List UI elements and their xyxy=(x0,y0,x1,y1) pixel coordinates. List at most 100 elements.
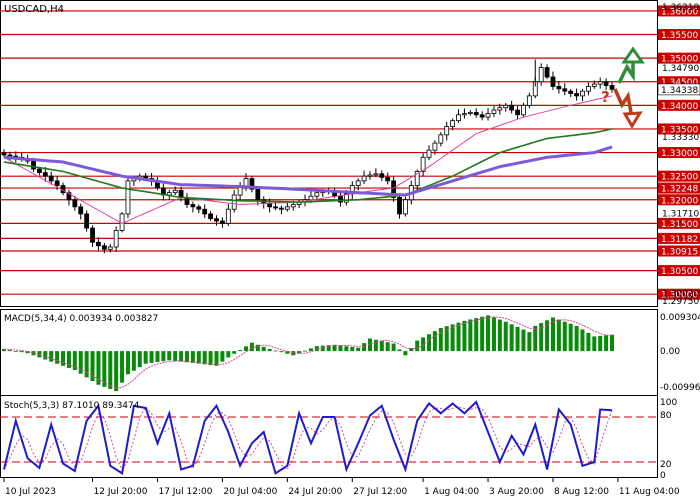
price-candle xyxy=(503,104,509,109)
macd-bar xyxy=(49,351,54,362)
level-label: 1.31182 xyxy=(661,235,698,245)
macd-bar xyxy=(2,349,6,352)
symbol-label: USDCAD,H4 xyxy=(4,4,64,15)
current-price-box xyxy=(657,83,700,96)
macd-bar xyxy=(545,320,550,352)
macd-bar xyxy=(143,351,148,364)
price-candle xyxy=(580,90,585,97)
price-candle xyxy=(314,192,320,197)
level-label-box xyxy=(658,217,700,229)
macd-bar xyxy=(184,351,189,363)
price-candle xyxy=(544,67,550,78)
price-candle xyxy=(42,172,48,177)
macd-bar xyxy=(509,324,514,352)
level-label: 1.34000 xyxy=(661,102,698,112)
price-candle xyxy=(432,142,438,151)
macd-bar xyxy=(167,351,172,361)
price-candle xyxy=(231,194,237,210)
price-candle xyxy=(609,85,615,90)
macd-bar xyxy=(232,351,237,354)
price-candle xyxy=(172,189,178,194)
macd-bar xyxy=(55,351,60,364)
macd-bar xyxy=(580,329,585,352)
macd-bar xyxy=(37,351,42,358)
price-candle xyxy=(255,188,261,201)
macd-bar xyxy=(25,351,30,354)
macd-bar xyxy=(326,345,331,352)
level-label: 1.32000 xyxy=(661,196,698,206)
price-candle xyxy=(450,120,456,127)
macd-bar xyxy=(415,340,420,352)
macd-bar xyxy=(297,351,302,354)
price-candle xyxy=(72,199,78,208)
macd-bar xyxy=(261,346,266,352)
macd-axis-label: 0.00 xyxy=(660,347,680,357)
macd-bar xyxy=(379,341,384,352)
price-candle xyxy=(385,176,391,182)
macd-bar xyxy=(66,351,71,368)
macd-bar xyxy=(308,348,313,352)
macd-bar xyxy=(527,332,532,352)
x-tick-label: 10 Jul 2023 xyxy=(5,487,56,497)
price-candle xyxy=(7,154,13,157)
level-label: 1.36000 xyxy=(661,7,698,17)
macd-bar xyxy=(7,350,12,352)
macd-bar xyxy=(125,351,130,375)
macd-bar xyxy=(598,335,603,352)
price-candle xyxy=(48,175,54,182)
moving-average-line xyxy=(3,95,613,224)
macd-bar xyxy=(19,351,24,353)
macd-bar xyxy=(161,351,166,362)
macd-bar xyxy=(31,351,36,356)
price-candle xyxy=(101,245,107,250)
macd-bar xyxy=(586,332,591,352)
price-candle xyxy=(562,88,568,92)
macd-bar xyxy=(108,351,113,389)
level-label-box xyxy=(658,245,700,257)
x-tick-label: 17 Jul 12:00 xyxy=(158,487,212,497)
macd-bar xyxy=(61,351,66,366)
price-candle xyxy=(585,86,591,92)
macd-bar xyxy=(214,351,219,366)
macd-bar xyxy=(385,342,390,352)
price-candle xyxy=(178,189,184,198)
macd-bar xyxy=(533,325,538,352)
price-candle xyxy=(308,195,314,201)
macd-bar xyxy=(367,338,372,352)
level-label-box xyxy=(658,232,700,244)
forecast-down-arrow xyxy=(613,88,634,119)
price-candle xyxy=(467,112,473,115)
price-candle xyxy=(538,67,544,83)
macd-bar xyxy=(13,351,18,352)
macd-bar xyxy=(491,317,496,352)
macd-bar xyxy=(468,319,473,352)
macd-bar xyxy=(350,347,355,352)
macd-bar xyxy=(397,349,402,352)
macd-bar xyxy=(78,351,83,374)
macd-bar xyxy=(173,351,178,361)
price-candle xyxy=(84,213,90,229)
price-candle xyxy=(31,160,36,170)
price-candle xyxy=(343,193,349,203)
macd-bar xyxy=(208,351,213,366)
level-label: 1.30000 xyxy=(661,291,698,301)
price-candle xyxy=(568,90,574,94)
moving-average-line xyxy=(3,128,613,203)
macd-bar xyxy=(450,324,455,352)
macd-bar xyxy=(220,351,225,362)
price-candle xyxy=(426,149,432,158)
current-price-label: 1.34338 xyxy=(661,86,698,96)
price-candle xyxy=(284,206,290,210)
level-label-box xyxy=(658,147,700,159)
macd-bar xyxy=(503,321,508,352)
price-candle xyxy=(249,178,255,190)
price-candle xyxy=(438,134,444,144)
stoch-axis-label: 100 xyxy=(660,398,677,408)
price-candle xyxy=(597,81,603,85)
macd-bar xyxy=(556,319,561,352)
macd-bar xyxy=(444,326,449,352)
price-candle xyxy=(78,206,84,215)
macd-bar xyxy=(550,317,555,352)
price-candle xyxy=(273,206,278,209)
price-candle xyxy=(373,173,379,176)
